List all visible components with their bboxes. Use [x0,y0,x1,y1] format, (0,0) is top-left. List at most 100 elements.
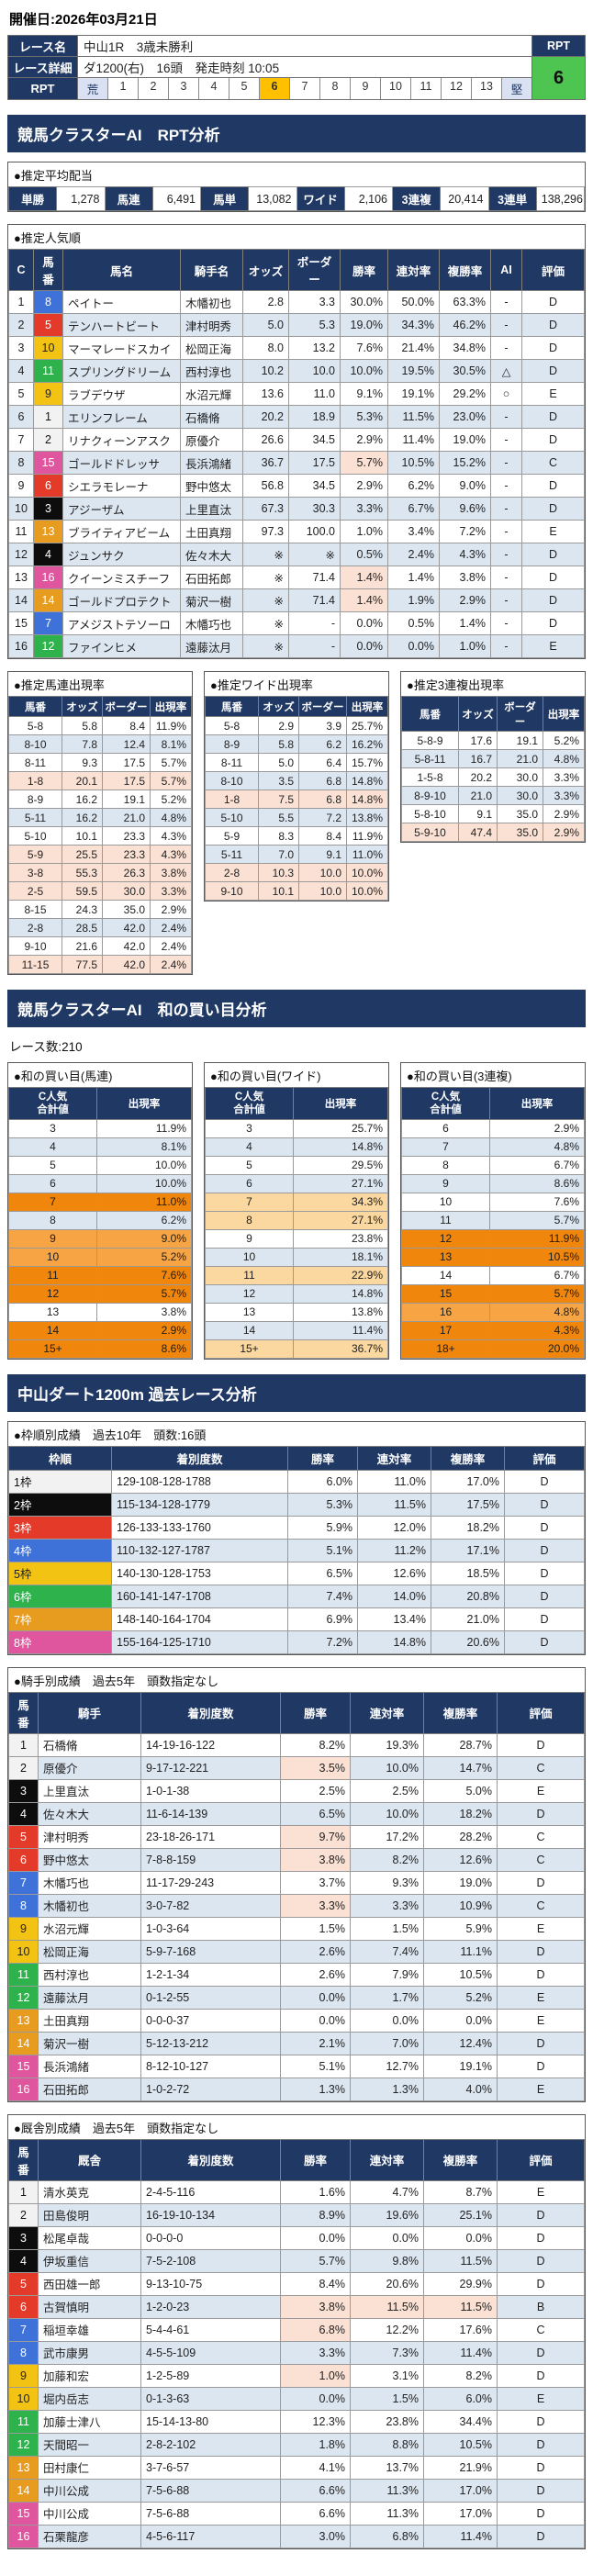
show-rate-cell: 18.2% [431,1515,505,1540]
show-rate-cell: 28.7% [423,1732,498,1757]
horse-number-cell: 6 [8,2294,39,2319]
record-cell: 5-9-7-168 [140,1939,281,1964]
sanrenpuku-rate-row: 5-8-10 9.1 35.0 2.9% [401,804,585,823]
quinella-rate-cell: 0.0% [350,2225,424,2250]
rpt-scale-step: 5 [229,78,259,99]
horse-number-cell: 11 [8,2409,39,2434]
horse-name-cell: リナクィーンアスク [62,428,181,452]
popularity-row: 6 1 エリンフレーム 石橋脩 20.2 18.9 5.3% 11.5% 23.0% - D [8,405,585,429]
rank-cell: 9 [8,474,34,498]
rate-cell: 25.7% [346,716,388,735]
combination-cell: 5-9 [205,826,259,846]
odds-cell: 25.5 [62,845,103,864]
rank-cell: 3 [8,336,34,360]
ai-mark-cell: - [490,290,522,314]
kaime-umaren-row: 15+ 8.6% [8,1338,192,1359]
sanrenpuku-rate-box: ●推定3連複出現率 馬番 オッズ ボーダー 出現率 5-8-9 17.6 19.1 5.2%… [400,671,586,843]
record-cell: 4-5-5-109 [140,2340,281,2365]
rate-cell: 14.8% [293,1283,388,1304]
border-cell: 23.3 [102,845,151,864]
stable-stats-row: 11 加藤士津八 15-14-13-80 12.3% 23.8% 34.4% D [8,2409,585,2434]
rank-cell: 7 [8,428,34,452]
show-rate-cell: 34.8% [439,336,491,360]
quinella-rate-cell: 3.3% [350,1893,424,1918]
border-cell: 18.9 [288,405,341,429]
odds-cell: 20.2 [458,767,498,787]
rate-cell: 2.4% [150,936,192,956]
rpt-scale-step: 12 [441,78,471,99]
show-rate-cell: 17.5% [431,1492,505,1517]
waku-stats-row: 7枠 148-140-164-1704 6.9% 13.4% 21.0% D [8,1607,585,1631]
evaluation-cell: D [504,1469,585,1494]
show-rate-cell: 11.1% [423,1939,498,1964]
win-rate-cell: 5.1% [280,2054,351,2078]
horse-number-cell: 15 [8,2054,39,2078]
jockey-stats-row: 2 原優介 9-17-12-221 3.5% 10.0% 14.7% C [8,1755,585,1780]
umaren-rate-row: 5-8 5.8 8.4 11.9% [8,716,192,735]
stable-name-cell: 伊坂重信 [38,2248,141,2273]
combination-cell: 5-8 [8,716,62,735]
evaluation-cell: D [504,1584,585,1608]
wide-rate-table: 馬番 オッズ ボーダー 出現率 5-8 2.9 3.9 25.7% 8-9 5.8 6.2 16.2… [205,696,388,901]
record-cell: 16-19-10-134 [140,2202,281,2227]
quinella-rate-cell: 34.3% [387,313,440,337]
wide-rate-row: 5-10 5.5 7.2 13.8% [205,808,388,827]
jockey-name-cell: 津村明秀 [180,313,243,337]
quinella-rate-cell: 11.5% [357,1492,431,1517]
sum-cell: 6 [401,1118,490,1138]
rank-cell: 16 [8,634,34,658]
show-rate-cell: 11.4% [423,2340,498,2365]
win-rate-cell: 0.5% [340,543,388,566]
payout-label: 単勝 [7,186,58,211]
jockey-name-cell: 石田拓郎 [180,566,243,589]
win-rate-cell: 5.3% [287,1492,358,1517]
sum-cell: 14 [8,1320,97,1340]
win-rate-cell: 0.0% [280,1985,351,2010]
jockey-stats-title: ●騎手別成績 過去5年 頭数指定なし [14,1674,219,1688]
border-cell: 17.5 [102,771,151,790]
record-cell: 11-17-29-243 [140,1870,281,1895]
quinella-rate-cell: 7.0% [350,2031,424,2055]
kaime-sanrenpuku-row: 14 6.7% [401,1265,585,1285]
kaime-wide-row: 4 14.8% [205,1137,388,1157]
rank-cell: 4 [8,359,34,383]
sum-cell: 15 [401,1283,490,1304]
wide-rate-row: 5-11 7.0 9.1 11.0% [205,845,388,864]
win-rate-cell: 3.0% [280,2524,351,2548]
stable-name-cell: 清水英克 [38,2179,141,2204]
horse-number-cell: 12 [8,1985,39,2010]
umaren-rate-row: 8-10 7.8 12.4 8.1% [8,734,192,754]
show-rate-cell: 17.1% [431,1538,505,1562]
show-rate-cell: 18.2% [423,1801,498,1826]
evaluation-cell: E [497,1778,585,1803]
horse-number-cell: 9 [33,382,63,406]
show-rate-cell: 1.4% [439,611,491,635]
record-cell: 0-0-0-37 [140,2008,281,2033]
stable-header: 勝率 [280,2138,351,2181]
ai-mark-cell: - [490,405,522,429]
popularity-header: 勝率 [340,249,388,291]
rpt-scale-step: 1 [107,78,138,99]
rank-cell: 14 [8,588,34,612]
wide-rate-box: ●推定ワイド出現率 馬番 オッズ ボーダー 出現率 5-8 2.9 3.9 25.7% 8-9… [204,671,389,902]
quinella-rate-cell: 7.9% [350,1962,424,1987]
kaime-umaren-row: 4 8.1% [8,1137,192,1157]
rank-cell: 2 [8,313,34,337]
sum-cell: 11 [401,1210,490,1230]
sanrenpuku-rate-table: 馬番 オッズ ボーダー 出現率 5-8-9 17.6 19.1 5.2% 5-8-11 16.7… [401,696,585,842]
stable-stats-row: 16 石栗龍彦 4-5-6-117 3.0% 6.8% 11.4% D [8,2524,585,2548]
rate-cell: 10.0% [346,863,388,882]
waku-label-cell: 7枠 [8,1607,112,1631]
win-rate-cell: 1.0% [280,2363,351,2388]
record-cell: 2-8-2-102 [140,2432,281,2457]
show-rate-cell: 8.7% [423,2179,498,2204]
border-cell: 35.0 [497,823,543,842]
horse-name-cell: アジーザム [62,497,181,521]
stable-name-cell: 堀内岳志 [38,2386,141,2411]
win-rate-cell: 2.5% [280,1778,351,1803]
rate-cell: 6.2% [96,1210,192,1230]
border-cell: 8.4 [102,716,151,735]
horse-number-cell: 4 [33,543,63,566]
rpt-scale-label: RPT [7,77,78,100]
